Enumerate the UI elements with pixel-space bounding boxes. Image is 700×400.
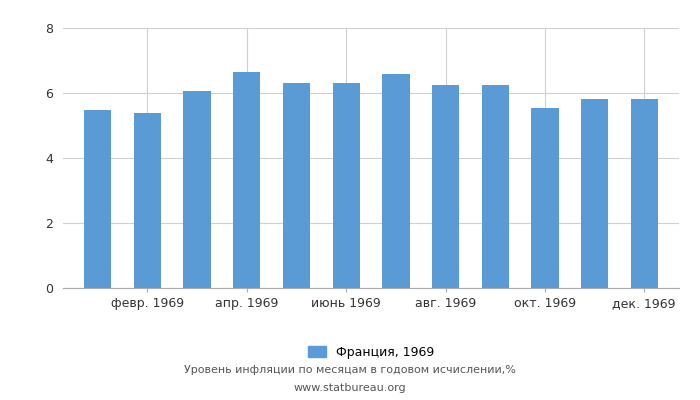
Bar xyxy=(382,74,410,288)
Bar xyxy=(631,99,658,288)
Bar xyxy=(482,85,509,288)
Bar xyxy=(283,82,310,288)
Bar xyxy=(233,72,260,288)
Text: Уровень инфляции по месяцам в годовом исчислении,%: Уровень инфляции по месяцам в годовом ис… xyxy=(184,365,516,375)
Bar xyxy=(531,108,559,288)
Bar xyxy=(432,85,459,288)
Bar xyxy=(84,110,111,288)
Bar xyxy=(581,98,608,288)
Bar xyxy=(183,91,211,288)
Legend: Франция, 1969: Франция, 1969 xyxy=(302,341,440,364)
Text: www.statbureau.org: www.statbureau.org xyxy=(294,383,406,393)
Bar xyxy=(332,83,360,288)
Bar xyxy=(134,112,161,288)
